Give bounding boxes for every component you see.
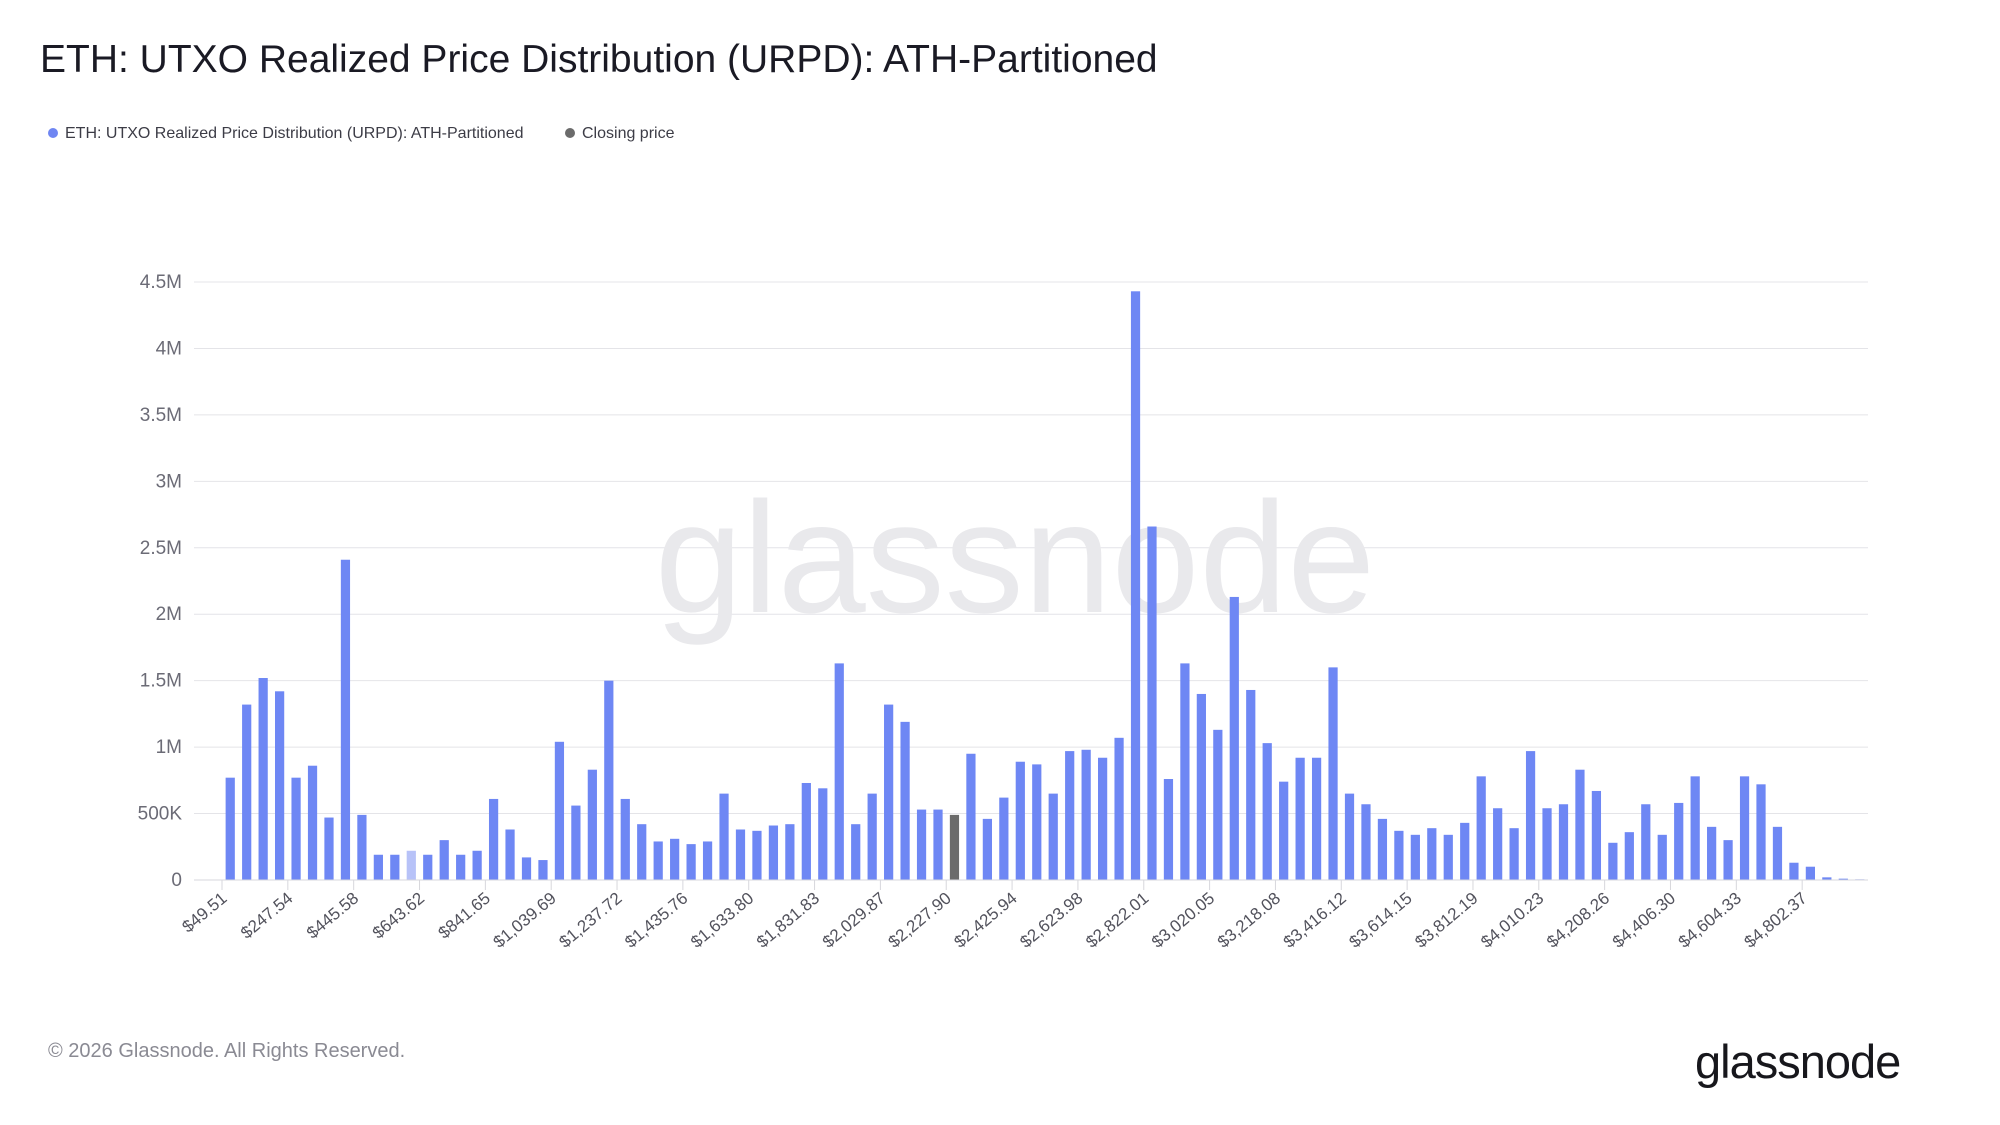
svg-text:$1,831.83: $1,831.83 <box>753 889 823 952</box>
svg-text:$4,604.33: $4,604.33 <box>1675 889 1745 952</box>
svg-text:$1,633.80: $1,633.80 <box>687 889 757 952</box>
svg-text:$445.58: $445.58 <box>303 889 362 943</box>
svg-text:$2,822.01: $2,822.01 <box>1082 889 1152 952</box>
svg-text:1M: 1M <box>156 737 182 758</box>
svg-text:$3,020.05: $3,020.05 <box>1148 889 1218 952</box>
svg-text:$2,425.94: $2,425.94 <box>950 889 1020 952</box>
svg-text:$3,218.08: $3,218.08 <box>1214 889 1284 952</box>
svg-text:4M: 4M <box>156 338 182 359</box>
svg-text:$4,010.23: $4,010.23 <box>1477 889 1547 952</box>
svg-text:3M: 3M <box>156 471 182 492</box>
svg-text:$4,406.30: $4,406.30 <box>1609 889 1679 952</box>
svg-text:$2,029.87: $2,029.87 <box>819 889 889 952</box>
svg-text:$1,435.76: $1,435.76 <box>621 889 691 952</box>
svg-text:$643.62: $643.62 <box>369 889 428 943</box>
svg-text:$1,039.69: $1,039.69 <box>490 889 560 952</box>
svg-text:500K: 500K <box>138 804 183 825</box>
svg-text:$1,237.72: $1,237.72 <box>555 889 625 952</box>
svg-text:$3,614.15: $3,614.15 <box>1346 889 1416 952</box>
svg-text:2M: 2M <box>156 604 182 625</box>
svg-text:$247.54: $247.54 <box>237 889 296 943</box>
svg-text:$3,812.19: $3,812.19 <box>1411 889 1481 952</box>
svg-text:$2,227.90: $2,227.90 <box>885 889 955 952</box>
svg-text:$49.51: $49.51 <box>179 889 231 937</box>
svg-text:$841.65: $841.65 <box>435 889 494 943</box>
svg-text:glassnode: glassnode <box>655 470 1375 646</box>
svg-text:3.5M: 3.5M <box>140 405 182 426</box>
svg-text:0: 0 <box>171 870 182 891</box>
svg-text:$3,416.12: $3,416.12 <box>1280 889 1350 952</box>
svg-text:$4,802.37: $4,802.37 <box>1741 889 1811 952</box>
svg-text:$4,208.26: $4,208.26 <box>1543 889 1613 952</box>
svg-text:$2,623.98: $2,623.98 <box>1016 889 1086 952</box>
svg-text:4.5M: 4.5M <box>140 272 182 293</box>
svg-text:1.5M: 1.5M <box>140 671 182 692</box>
svg-text:2.5M: 2.5M <box>140 538 182 559</box>
